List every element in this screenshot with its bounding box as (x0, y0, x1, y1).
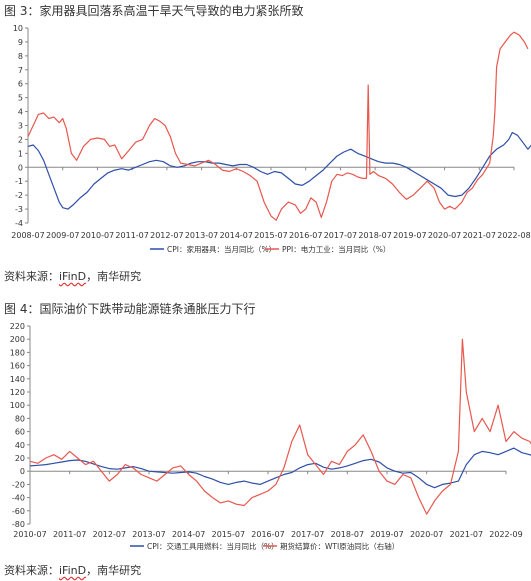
figure-3-source: 资料来源：iFinD，南华研究 (4, 268, 141, 284)
source-label: 资料来源： (4, 270, 59, 283)
source-rest: ，南华研究 (86, 270, 142, 283)
y-tick-label: -80 (12, 520, 25, 529)
y-tick-label: 160 (10, 362, 25, 371)
y-tick-label: -4 (15, 219, 23, 228)
legend-label-0: CPI：家用器具：当月同比（%） (167, 244, 276, 254)
x-tick-label: 2016-07 (251, 530, 284, 539)
x-tick-label: 2008-07 (11, 231, 44, 240)
y-tick-label: 0 (18, 163, 23, 172)
y-tick-label: 8 (18, 52, 23, 61)
x-tick-label: 2014-07 (172, 530, 205, 539)
x-tick-label: 2012-07 (150, 231, 183, 240)
x-tick-label: 2022-08 (497, 231, 530, 240)
x-tick-label: 2013-07 (132, 530, 165, 539)
y-tick-label: 20 (15, 454, 25, 463)
x-tick-label: 2018-07 (358, 231, 391, 240)
legend-label-1: PPI：电力工业：当月同比（%） (282, 244, 390, 254)
figure-4-title: 图 4：国际油价下跌带动能源链条通胀压力下行 (4, 302, 256, 316)
source-brand: iFinD (59, 270, 87, 283)
x-tick-label: 2021-07 (463, 231, 496, 240)
x-tick-label: 2020-07 (428, 231, 461, 240)
x-tick-label: 2017-07 (291, 530, 324, 539)
legend-label-1: 期货结算价：WTI原油同比（右轴） (280, 541, 399, 551)
x-tick-label: 2017-07 (324, 231, 357, 240)
y-tick-label: 6 (18, 80, 23, 89)
chart-cpi-fuel-wti: -80 -60 -40 -20 0 20 40 60 80 100 120 140 160 180 200 2… (10, 322, 531, 551)
y-tick-label: 100 (10, 401, 25, 410)
x-tick-label: 2019-07 (370, 530, 403, 539)
chart-cpi-home-appliances: -4 -3 -2 -1 0 1 2 3 4 5 6 7 8 9 10 2008-07 2009-07 2010-0… (11, 24, 531, 254)
y-tick-label: -2 (15, 191, 23, 200)
x-tick-label: 2018-07 (331, 530, 364, 539)
y-tick-label: 1 (18, 149, 23, 158)
x-tick-label: 2020-07 (410, 530, 443, 539)
y-tick-label: -40 (12, 494, 25, 503)
y-tick-label: 2 (18, 135, 23, 144)
y-tick-label: 220 (10, 322, 25, 331)
y-tick-label: 10 (13, 24, 23, 33)
y-tick-label: 3 (18, 122, 23, 131)
x-tick-label: 2015-07 (254, 231, 287, 240)
y-tick-label: 40 (15, 441, 25, 450)
legend-label-0: CPI：交通工具用燃料：当月同比（%） (147, 541, 279, 551)
y-tick-label: 200 (10, 335, 25, 344)
y-tick-label: 140 (10, 375, 25, 384)
x-tick-label: 2016-07 (289, 231, 322, 240)
source-rest: ，南华研究 (86, 564, 142, 577)
y-tick-label: 5 (18, 94, 23, 103)
x-tick-label: 2012-07 (93, 530, 126, 539)
x-tick-label: 2021-07 (450, 530, 483, 539)
y-tick-label: 4 (18, 108, 23, 117)
x-tick-label: 2011-07 (53, 530, 86, 539)
y-tick-label: 0 (20, 467, 25, 476)
y-tick-label: 80 (15, 414, 25, 423)
x-tick-label: 2015-07 (212, 530, 245, 539)
y-tick-label: -60 (12, 507, 25, 516)
y-tick-label: 9 (18, 38, 23, 47)
source-brand: iFinD (59, 564, 87, 577)
x-tick-label: 2009-07 (46, 231, 79, 240)
series-line-1 (29, 338, 531, 515)
x-tick-label: 2014-07 (220, 231, 253, 240)
y-tick-label: -20 (12, 480, 25, 489)
figure-3-title: 图 3：家用器具回落系高温干旱天气导致的电力紧张所致 (4, 4, 304, 18)
y-tick-label: 120 (10, 388, 25, 397)
series-line-1 (27, 31, 529, 221)
source-label: 资料来源： (4, 564, 59, 577)
y-tick-label: -1 (15, 177, 23, 186)
x-tick-label: 2011-07 (115, 231, 148, 240)
x-tick-label: 2010-07 (81, 231, 114, 240)
x-tick-label: 2010-07 (13, 530, 46, 539)
x-tick-label: 2019-07 (393, 231, 426, 240)
y-tick-label: -3 (15, 205, 23, 214)
x-tick-label: 2013-07 (185, 231, 218, 240)
figure-4-source: 资料来源：iFinD，南华研究 (4, 562, 141, 578)
y-tick-label: 7 (18, 66, 23, 75)
y-tick-label: 60 (15, 428, 25, 437)
x-tick-label: 2022-09 (489, 530, 522, 539)
y-tick-label: 180 (10, 348, 25, 357)
series-line-0 (29, 447, 531, 489)
series-line-0 (27, 131, 531, 210)
